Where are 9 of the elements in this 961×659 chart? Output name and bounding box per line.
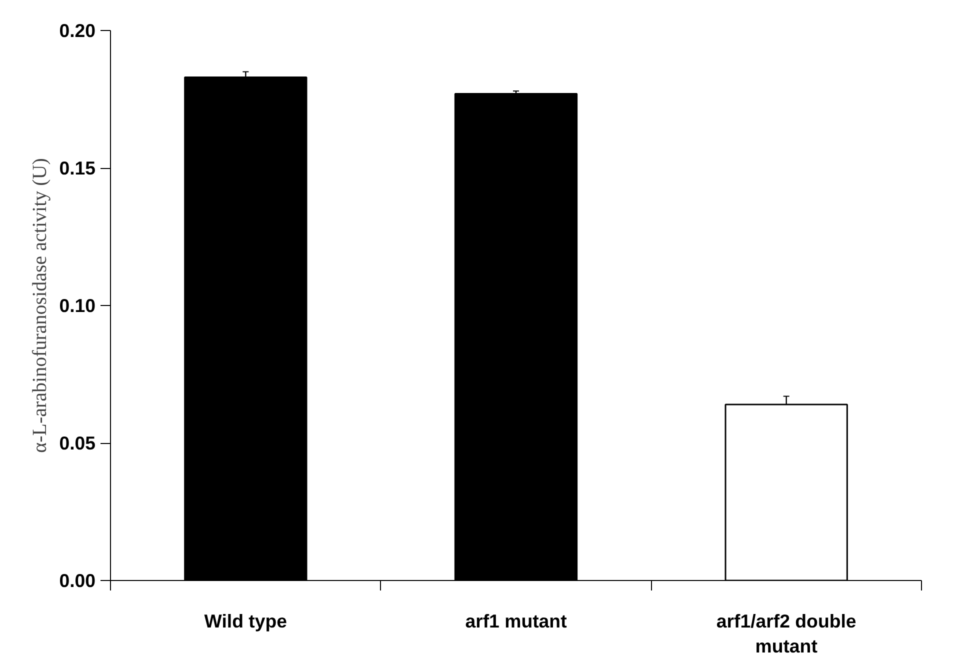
x-tick-label: arf1/arf2 double mutant xyxy=(716,610,856,657)
y-tick-label: 0.05 xyxy=(59,432,96,454)
x-tick-label: arf1 mutant xyxy=(465,610,567,632)
x-tick-label: Wild type xyxy=(204,610,288,632)
y-tick-label: 0.15 xyxy=(59,158,96,178)
y-tick-label: 0.10 xyxy=(59,295,96,316)
y-tick-label: 0.20 xyxy=(59,20,96,41)
y-tick-label: 0.00 xyxy=(59,570,96,591)
y-axis-title: α-L-arabinofuranosidase activity (U) xyxy=(29,158,52,453)
